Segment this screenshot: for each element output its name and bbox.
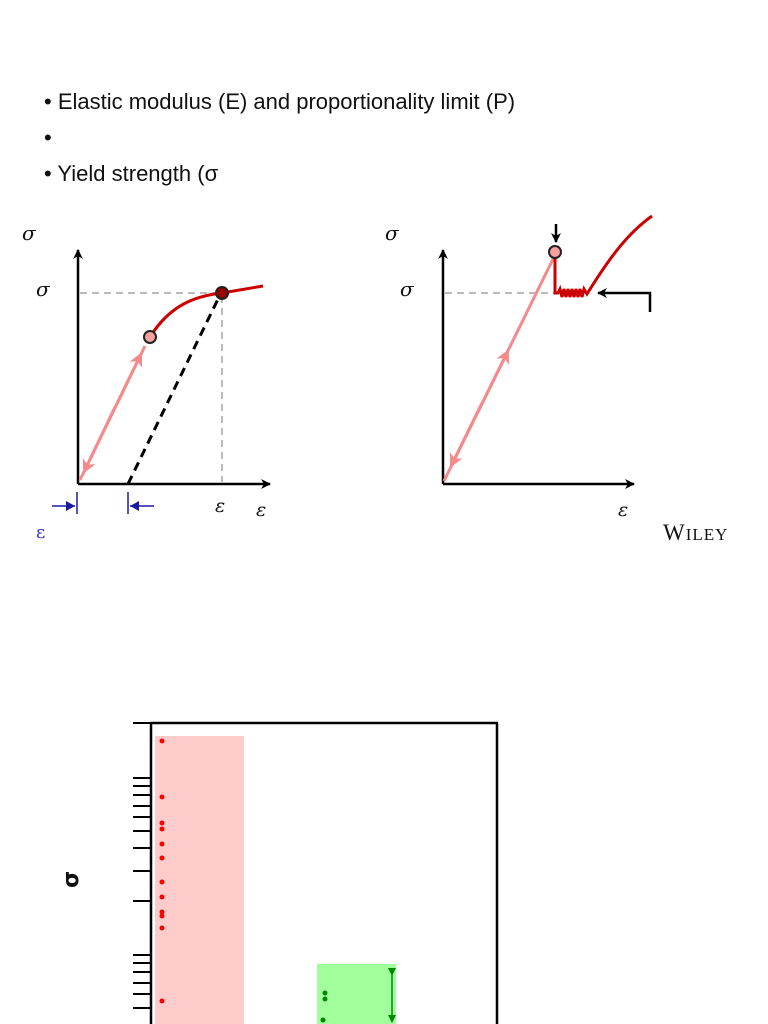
left-yield-strain-label: ε: [215, 495, 225, 517]
right-y-axis-label: σ: [385, 221, 400, 245]
offset-strain-label: ε: [36, 522, 45, 543]
proportional-limit-point: [143, 330, 157, 344]
lower-yield-arrow-icon: [597, 288, 652, 312]
right-stress-strain-diagram: σ σ ε: [385, 214, 653, 521]
bullet-elastic-modulus: • Elastic modulus (E) and proportionalit…: [44, 89, 516, 114]
left-yield-level-label: σ: [36, 277, 51, 301]
bullet-yield-strength: • Yield strength (σ: [44, 161, 219, 186]
yield-plateau-curve: [553, 214, 653, 298]
right-unloading-arrow: [449, 400, 485, 468]
right-yield-level-label: σ: [400, 277, 415, 301]
upper-yield-point: [548, 245, 562, 259]
offset-line: [126, 294, 222, 485]
group-1-points: [159, 738, 165, 1004]
left-x-axis-label: ε: [256, 499, 266, 521]
yield-point: [215, 286, 229, 300]
left-y-axis-label: σ: [22, 221, 37, 245]
group-1-band: [155, 736, 244, 1024]
chart-y-label: σ: [59, 871, 84, 888]
left-stress-strain-diagram: σ σ ε ε ε: [22, 221, 271, 543]
bullet-list: • Elastic modulus (E) and proportionalit…: [44, 84, 515, 192]
bullet-empty: •: [44, 125, 52, 150]
y-axis-ticks: [133, 722, 151, 1009]
unloading-arrow: [82, 406, 117, 474]
right-x-axis-label: ε: [618, 499, 628, 521]
offset-marker-right-arrow: [130, 501, 139, 511]
wiley-logo: WILEY: [663, 520, 729, 545]
offset-marker-left-arrow: [66, 501, 75, 511]
group-2-band: [317, 964, 396, 1024]
scatter-chart: σ: [59, 721, 499, 1024]
group-2-points: [320, 990, 328, 1023]
